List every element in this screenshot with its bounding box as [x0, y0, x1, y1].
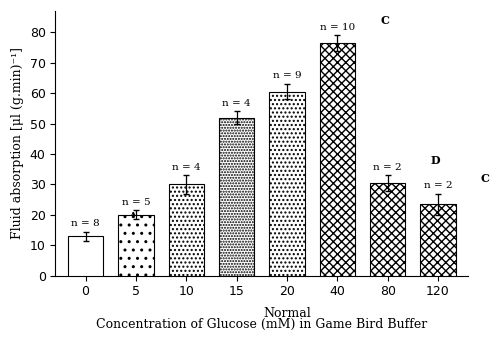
Text: A: A [128, 211, 137, 223]
Bar [118, 215, 154, 276]
Bar [270, 92, 304, 276]
Text: n = 9: n = 9 [272, 71, 302, 80]
Text: D: D [430, 155, 440, 166]
Text: n = 2: n = 2 [374, 163, 402, 172]
Text: C: C [380, 15, 389, 26]
X-axis label: Concentration of Glucose (mM) in Game Bird Buffer: Concentration of Glucose (mM) in Game Bi… [96, 318, 428, 331]
Text: n = 2: n = 2 [424, 181, 452, 190]
Text: A: A [178, 190, 188, 201]
Text: n = 4: n = 4 [172, 163, 201, 172]
Text: A: A [229, 155, 237, 166]
Bar [168, 184, 204, 276]
Text: Normal: Normal [263, 307, 311, 320]
Bar [219, 118, 254, 276]
Text: n = 10: n = 10 [320, 23, 355, 32]
Bar [320, 43, 355, 276]
Bar [68, 236, 103, 276]
Bar [420, 204, 456, 276]
Text: n = 5: n = 5 [122, 198, 150, 207]
Text: C: C [481, 173, 490, 184]
Bar [370, 183, 406, 276]
Y-axis label: Fluid absorption [μl (g.min)⁻¹]: Fluid absorption [μl (g.min)⁻¹] [11, 48, 24, 239]
Text: n = 4: n = 4 [222, 99, 251, 108]
Text: n = 8: n = 8 [72, 219, 100, 228]
